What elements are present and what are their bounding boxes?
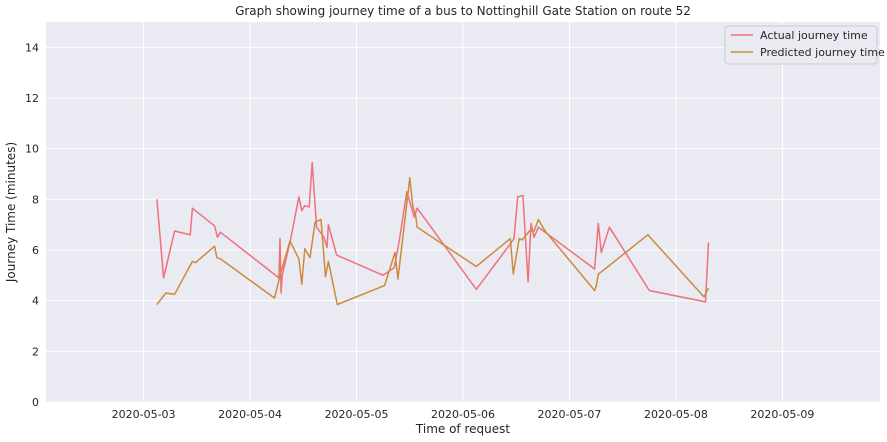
x-axis-title: Time of request bbox=[415, 422, 510, 436]
y-tick-label: 14 bbox=[25, 41, 39, 54]
tick-labels: 0 2 4 6 8 10 12 14 2020-05-03 2020-05-04 2020-05-0… bbox=[25, 41, 814, 421]
y-axis-title: Journey Time (minutes) bbox=[4, 142, 18, 283]
y-tick-label: 2 bbox=[32, 345, 39, 358]
x-tick-label: 2020-05-06 bbox=[431, 408, 495, 421]
grid-lines bbox=[46, 22, 880, 403]
legend-label-predicted: Predicted journey time bbox=[760, 46, 885, 59]
x-tick-label: 2020-05-07 bbox=[537, 408, 601, 421]
series-lines bbox=[156, 161, 710, 306]
y-tick-label: 12 bbox=[25, 92, 39, 105]
predicted-journey-time-line bbox=[156, 177, 710, 306]
y-tick-label: 10 bbox=[25, 143, 39, 156]
chart-title: Graph showing journey time of a bus to N… bbox=[235, 4, 691, 18]
y-tick-label: 8 bbox=[32, 193, 39, 206]
y-tick-label: 6 bbox=[32, 244, 39, 257]
actual-journey-time-line bbox=[156, 161, 710, 303]
x-tick-label: 2020-05-03 bbox=[112, 408, 176, 421]
x-tick-label: 2020-05-04 bbox=[218, 408, 282, 421]
legend-box bbox=[724, 25, 878, 65]
x-tick-label: 2020-05-08 bbox=[644, 408, 708, 421]
x-tick-label: 2020-05-05 bbox=[325, 408, 389, 421]
x-tick-label: 2020-05-09 bbox=[750, 408, 814, 421]
y-tick-label: 0 bbox=[32, 396, 39, 409]
legend: Actual journey time Predicted journey ti… bbox=[724, 25, 885, 65]
y-tick-label: 4 bbox=[32, 295, 39, 308]
legend-label-actual: Actual journey time bbox=[760, 29, 868, 42]
